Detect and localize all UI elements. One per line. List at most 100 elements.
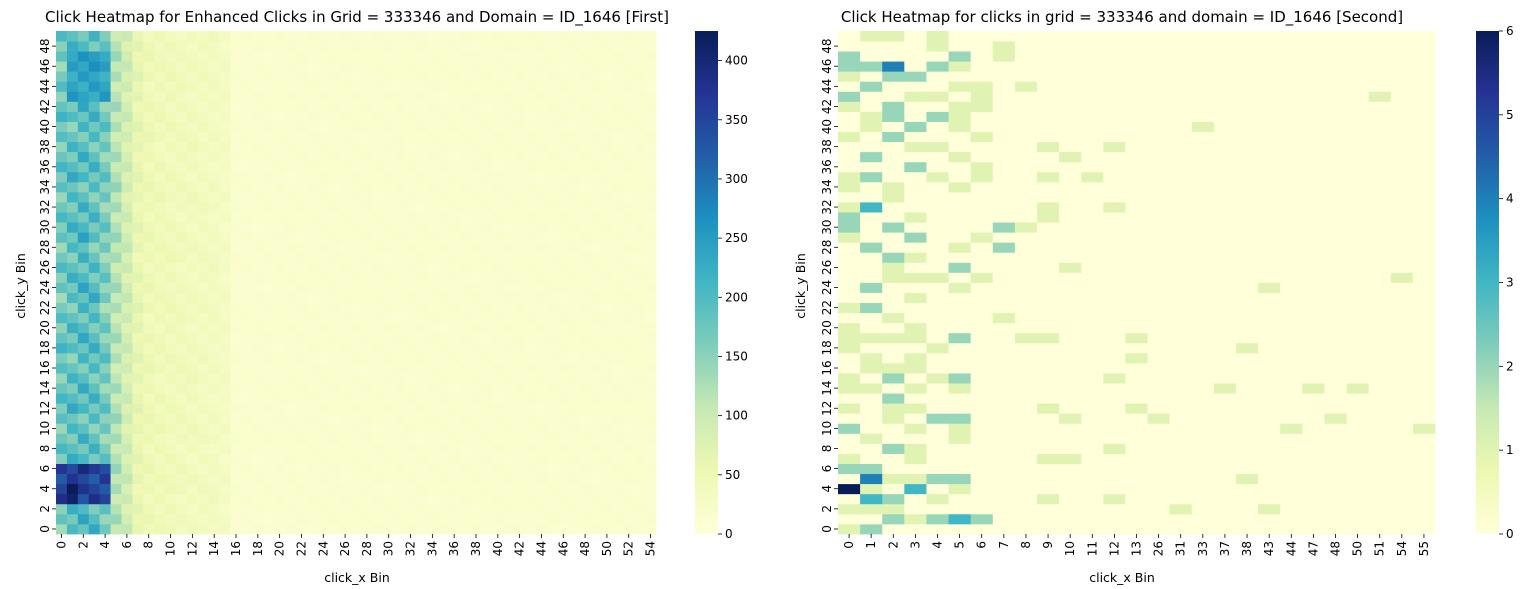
- heatmap-cell: [66, 141, 79, 153]
- y-tick-label: 44: [820, 79, 834, 94]
- heatmap-cell: [219, 483, 231, 495]
- heatmap-cell: [186, 493, 199, 505]
- heatmap-cell: [882, 433, 905, 444]
- heatmap-cell: [1302, 292, 1325, 304]
- heatmap-cell: [154, 161, 166, 173]
- heatmap-cell: [186, 362, 199, 374]
- heatmap-cell: [948, 342, 972, 354]
- heatmap-cell: [1258, 242, 1281, 253]
- heatmap-cell: [99, 141, 111, 153]
- heatmap-cell: [1014, 433, 1038, 444]
- heatmap-cell: [992, 41, 1016, 52]
- heatmap-cell: [165, 393, 177, 404]
- heatmap-cell: [1390, 463, 1414, 475]
- heatmap-cell: [274, 222, 286, 233]
- heatmap-cell: [623, 151, 635, 163]
- heatmap-cell: [219, 393, 231, 404]
- heatmap-cell: [56, 473, 68, 485]
- heatmap-cell: [634, 31, 646, 42]
- heatmap-cell: [274, 373, 286, 384]
- heatmap-cell: [645, 413, 657, 424]
- heatmap-cell: [121, 121, 133, 132]
- heatmap-cell: [546, 513, 559, 525]
- heatmap-cell: [350, 81, 362, 92]
- heatmap-cell: [1081, 523, 1104, 535]
- y-tick-label: 44: [38, 79, 52, 94]
- heatmap-cell: [1125, 342, 1148, 354]
- heatmap-cell: [56, 61, 68, 72]
- heatmap-cell: [634, 433, 646, 444]
- heatmap-cell: [970, 141, 994, 153]
- heatmap-cell: [448, 91, 461, 102]
- heatmap-cell: [154, 523, 166, 535]
- heatmap-cell: [394, 61, 406, 72]
- heatmap-cell: [350, 312, 362, 324]
- heatmap-cell: [1191, 181, 1215, 193]
- heatmap-cell: [525, 212, 537, 223]
- heatmap-cell: [219, 111, 231, 122]
- heatmap-cell: [1059, 212, 1082, 223]
- heatmap-cell: [285, 91, 297, 102]
- heatmap-cell: [361, 101, 373, 112]
- heatmap-cell: [481, 513, 493, 525]
- heatmap-cell: [1147, 342, 1171, 354]
- heatmap-cell: [503, 523, 515, 535]
- heatmap-cell: [1390, 171, 1414, 183]
- heatmap-cell: [426, 272, 439, 283]
- heatmap-cell: [525, 272, 537, 283]
- heatmap-cell: [882, 342, 905, 354]
- heatmap-cell: [1302, 262, 1325, 273]
- heatmap-cell: [219, 332, 231, 344]
- heatmap-cell: [1147, 151, 1171, 163]
- heatmap-cell: [525, 191, 537, 203]
- heatmap-cell: [536, 503, 548, 515]
- heatmap-cell: [121, 312, 133, 324]
- heatmap-cell: [568, 282, 581, 293]
- heatmap-cell: [1037, 161, 1060, 173]
- heatmap-cell: [394, 443, 406, 454]
- heatmap-cell: [1125, 31, 1148, 42]
- heatmap-cell: [176, 453, 188, 464]
- heatmap-cell: [579, 373, 591, 384]
- heatmap-cell: [448, 282, 461, 293]
- heatmap-cell: [1368, 342, 1392, 354]
- heatmap-cell: [274, 101, 286, 112]
- heatmap-cell: [645, 202, 657, 213]
- heatmap-cell: [426, 181, 439, 193]
- heatmap-cell: [306, 101, 319, 112]
- heatmap-cell: [492, 91, 504, 102]
- heatmap-cell: [1081, 222, 1104, 233]
- heatmap-cell: [285, 31, 297, 42]
- heatmap-cell: [1103, 252, 1126, 263]
- heatmap-cell: [296, 352, 308, 364]
- heatmap-cell: [470, 161, 482, 173]
- heatmap-cell: [904, 312, 927, 324]
- heatmap-cell: [66, 31, 79, 42]
- heatmap-cell: [241, 202, 253, 213]
- heatmap-cell: [1280, 312, 1303, 324]
- heatmap-cell: [99, 403, 111, 414]
- x-tick-label: 48: [578, 541, 592, 556]
- heatmap-cell: [110, 393, 122, 404]
- heatmap-cell: [1368, 151, 1392, 163]
- heatmap-cell: [154, 222, 166, 233]
- heatmap-cell: [339, 483, 351, 495]
- heatmap-cell: [492, 493, 504, 505]
- heatmap-cell: [1258, 493, 1281, 505]
- heatmap-cell: [186, 373, 199, 384]
- y-tick-label: 12: [38, 401, 52, 416]
- heatmap-cell: [1213, 101, 1237, 112]
- heatmap-cell: [579, 242, 591, 253]
- heatmap-cell: [263, 302, 275, 314]
- heatmap-cell: [1103, 202, 1126, 213]
- heatmap-cell: [405, 31, 417, 42]
- heatmap-cell: [1390, 453, 1414, 464]
- heatmap-cell: [165, 161, 177, 173]
- heatmap-cell: [416, 202, 428, 213]
- heatmap-cell: [306, 191, 319, 203]
- heatmap-cell: [186, 61, 199, 72]
- heatmap-cell: [1037, 91, 1060, 102]
- heatmap-cell: [546, 91, 559, 102]
- heatmap-cell: [350, 262, 362, 273]
